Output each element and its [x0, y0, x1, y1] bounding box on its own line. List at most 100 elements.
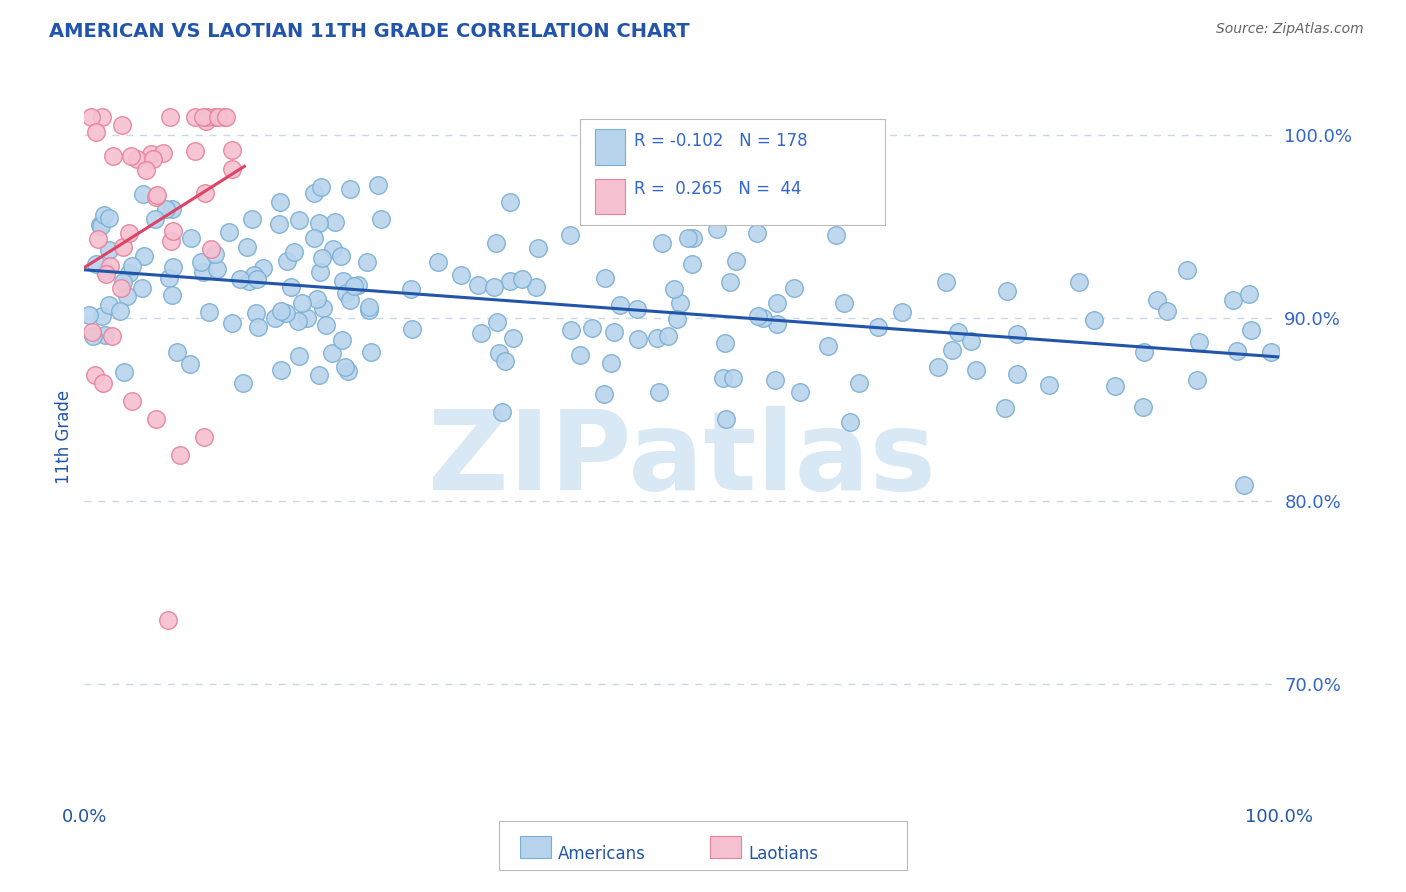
- Point: [995, 284, 1018, 298]
- Point: [789, 384, 811, 399]
- Point: [485, 235, 508, 250]
- Point: [101, 328, 124, 343]
- Point: [80, 325, 103, 339]
- Point: [112, 276, 135, 290]
- Point: [101, 149, 124, 163]
- Point: [367, 178, 389, 193]
- Point: [356, 255, 378, 269]
- Bar: [595, 179, 624, 214]
- Text: ZIPatlas: ZIPatlas: [427, 406, 936, 513]
- Point: [270, 303, 292, 318]
- Point: [191, 265, 214, 279]
- Point: [311, 301, 333, 315]
- Point: [763, 373, 786, 387]
- Point: [647, 331, 669, 345]
- Point: [333, 359, 356, 374]
- Point: [1156, 304, 1178, 318]
- Point: [146, 187, 169, 202]
- Point: [681, 257, 703, 271]
- Point: [1083, 313, 1105, 327]
- Point: [347, 277, 370, 292]
- Point: [302, 186, 325, 201]
- Point: [1222, 293, 1244, 307]
- Point: [322, 243, 344, 257]
- Point: [198, 305, 221, 319]
- Point: [706, 222, 728, 236]
- Point: [524, 279, 547, 293]
- Point: [184, 110, 207, 124]
- Point: [232, 376, 254, 390]
- Point: [339, 293, 361, 308]
- Point: [941, 343, 963, 357]
- Point: [121, 259, 143, 273]
- Point: [309, 180, 332, 194]
- Point: [330, 333, 353, 347]
- Point: [84, 368, 107, 383]
- Point: [145, 190, 167, 204]
- Point: [97, 298, 120, 312]
- Point: [321, 346, 343, 360]
- Point: [91, 110, 114, 124]
- Point: [666, 312, 689, 326]
- Text: R = -0.102   N = 178: R = -0.102 N = 178: [634, 132, 807, 150]
- Point: [560, 323, 582, 337]
- Point: [1005, 327, 1028, 342]
- Point: [602, 325, 624, 339]
- Point: [817, 339, 839, 353]
- Point: [721, 371, 744, 385]
- Text: Laotians: Laotians: [748, 845, 818, 863]
- Point: [1175, 263, 1198, 277]
- Point: [1067, 275, 1090, 289]
- Point: [229, 272, 252, 286]
- Point: [927, 359, 949, 374]
- Point: [207, 262, 229, 277]
- Point: [747, 309, 769, 323]
- Point: [195, 110, 218, 124]
- Text: Source: ZipAtlas.com: Source: ZipAtlas.com: [1216, 22, 1364, 37]
- Point: [155, 202, 177, 216]
- Point: [132, 186, 155, 201]
- Point: [651, 236, 673, 251]
- Point: [90, 219, 112, 233]
- Point: [276, 306, 298, 320]
- Point: [648, 384, 671, 399]
- Point: [839, 415, 862, 429]
- Point: [600, 355, 623, 369]
- Point: [568, 347, 591, 361]
- Point: [98, 243, 121, 257]
- Point: [1005, 367, 1028, 381]
- Point: [93, 264, 115, 278]
- Point: [89, 219, 111, 233]
- Point: [305, 293, 328, 307]
- Point: [84, 257, 107, 271]
- Point: [194, 186, 217, 200]
- Point: [724, 254, 747, 268]
- Point: [491, 404, 513, 418]
- Point: [287, 314, 309, 328]
- Point: [783, 281, 806, 295]
- Point: [193, 110, 215, 124]
- Point: [1226, 344, 1249, 359]
- Point: [280, 279, 302, 293]
- Point: [283, 245, 305, 260]
- Point: [162, 202, 184, 216]
- Point: [121, 393, 143, 408]
- Point: [238, 274, 260, 288]
- Point: [309, 265, 332, 279]
- Point: [766, 296, 789, 310]
- Point: [184, 145, 207, 159]
- Point: [193, 430, 215, 444]
- Point: [215, 110, 238, 124]
- Point: [125, 152, 148, 166]
- Point: [98, 211, 121, 225]
- Point: [221, 316, 243, 330]
- Point: [527, 241, 550, 255]
- Point: [270, 363, 292, 377]
- Point: [485, 315, 508, 329]
- Point: [1132, 400, 1154, 414]
- Point: [160, 234, 183, 248]
- Point: [112, 365, 135, 379]
- Point: [335, 286, 357, 301]
- Point: [162, 224, 184, 238]
- Point: [179, 357, 201, 371]
